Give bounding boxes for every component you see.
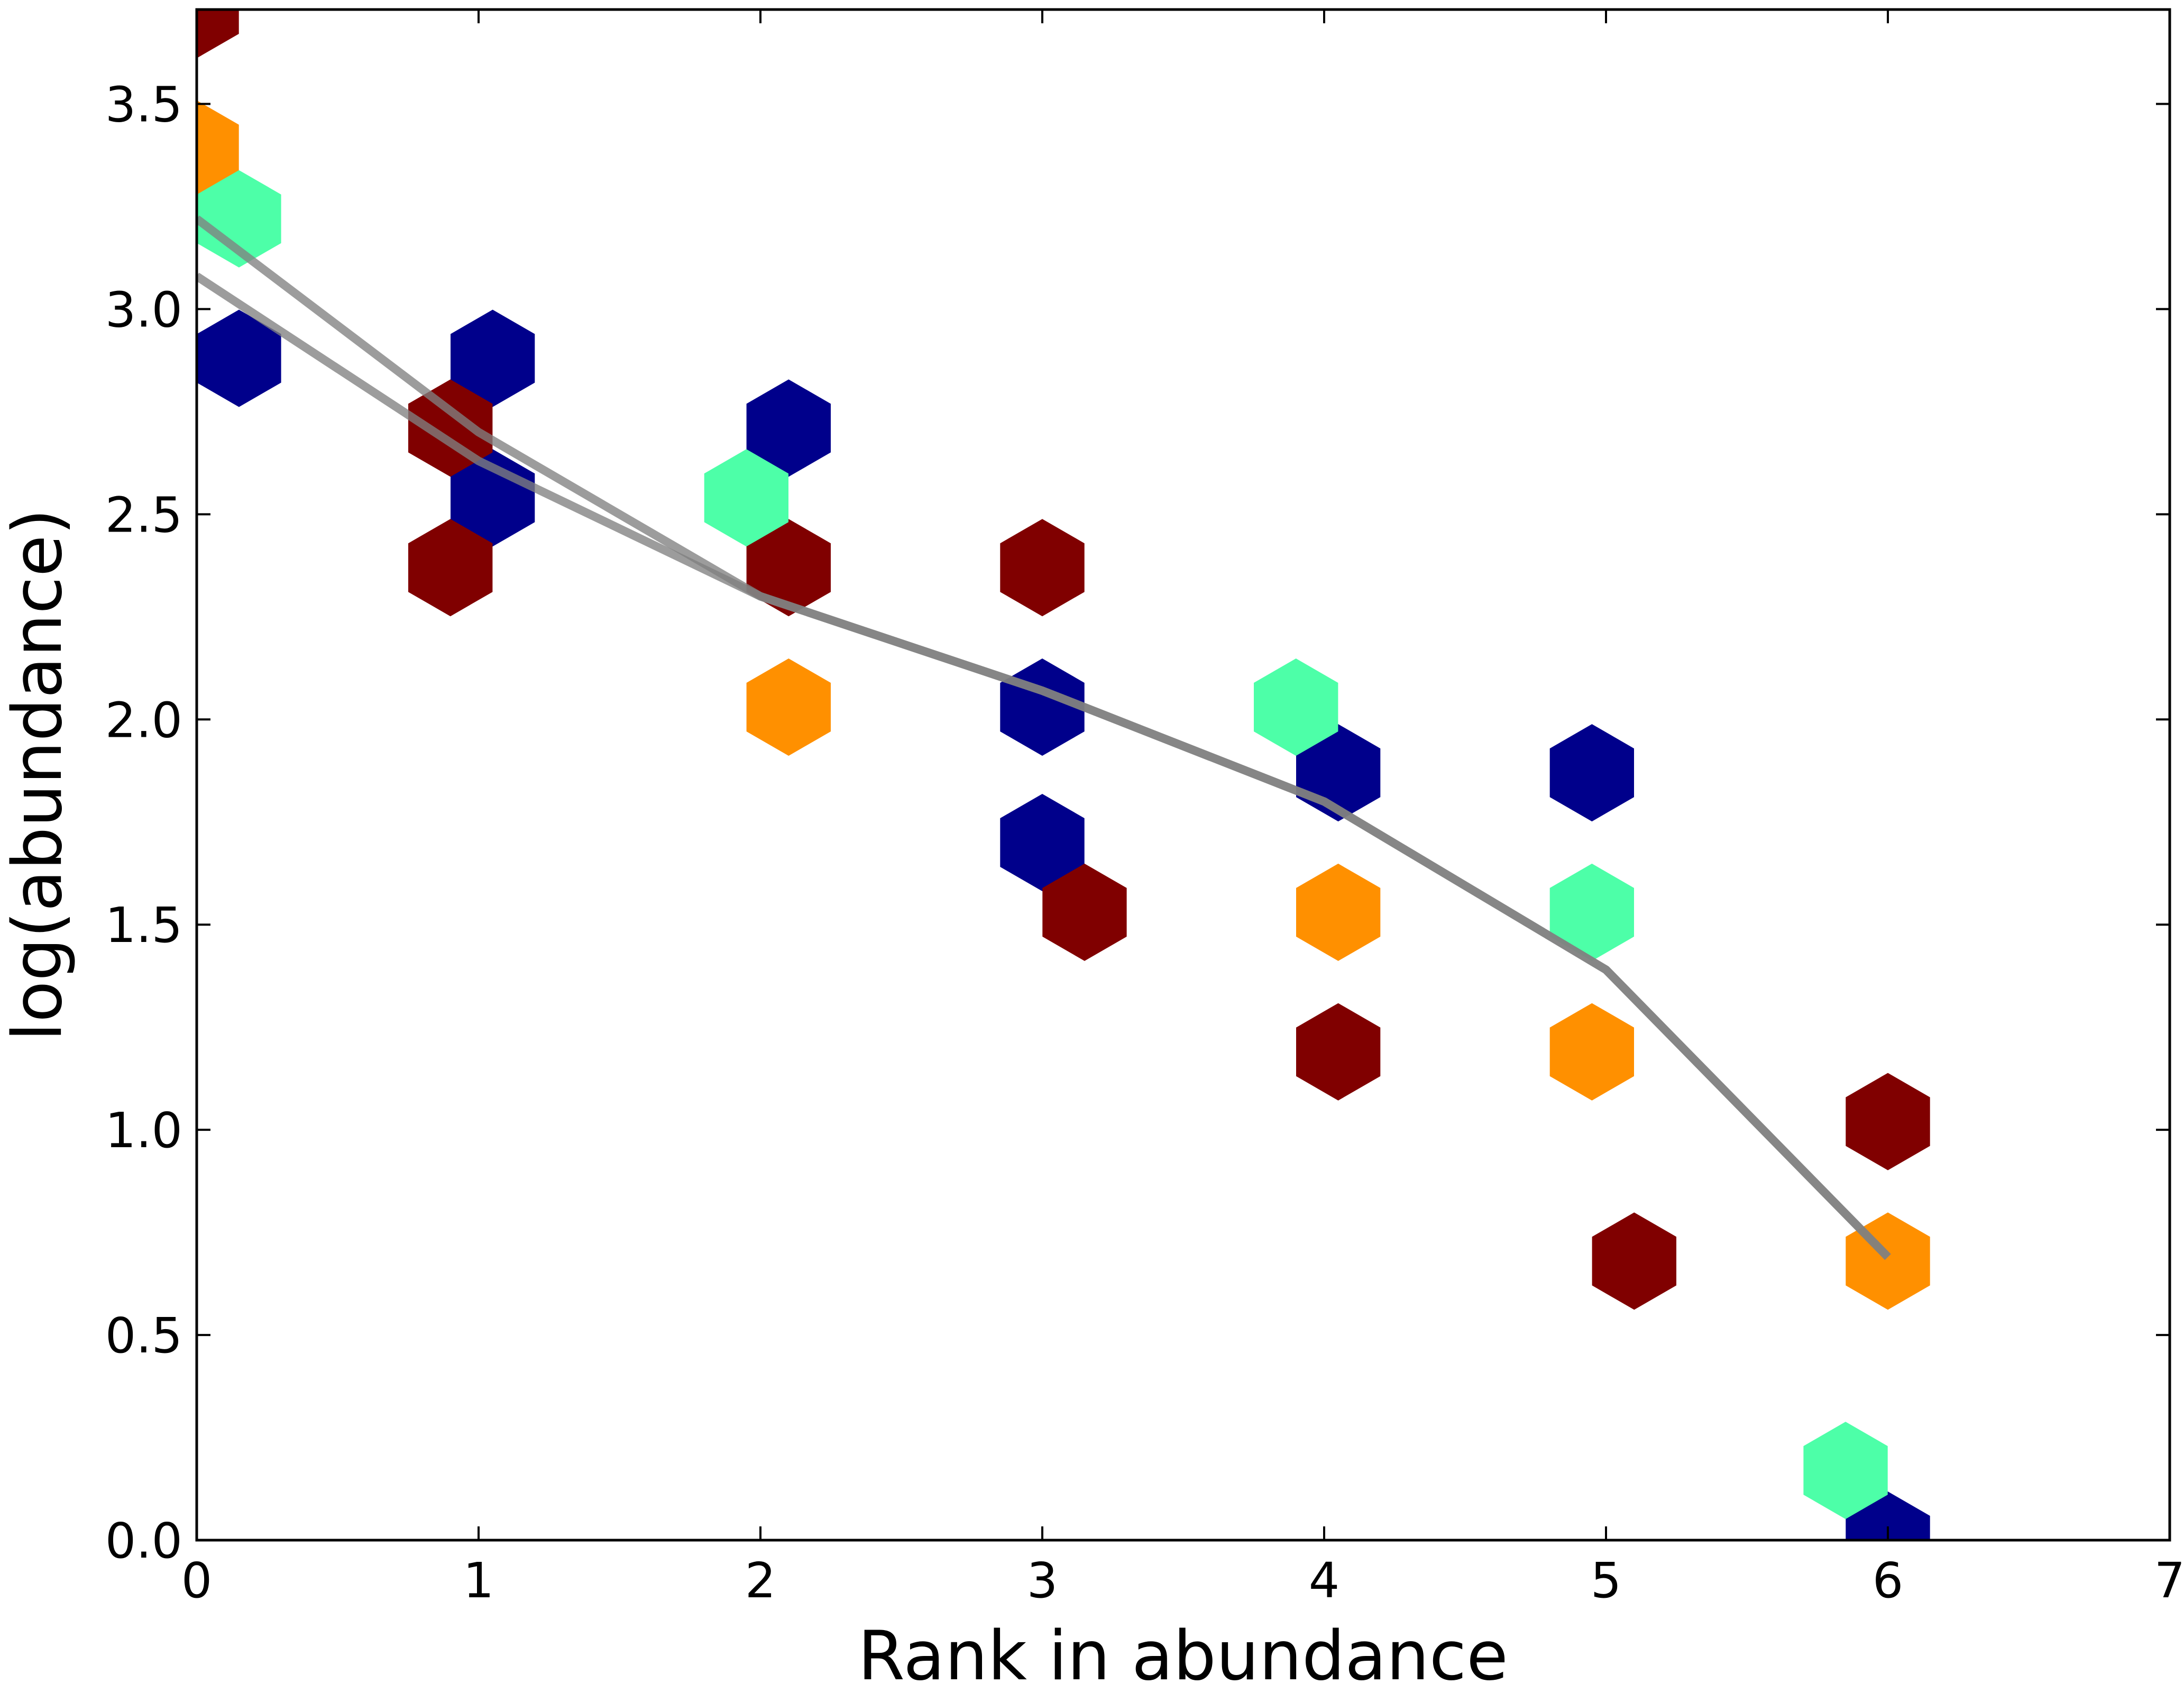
x-tick-label-5: 5 (1591, 1552, 1622, 1609)
hexagon-marker-s1-p6 (1296, 1003, 1381, 1101)
y-tick-label-1: 0.5 (105, 1307, 182, 1364)
hexagon-marker-s3-p4 (1803, 1422, 1888, 1520)
y-tick-label-5: 2.5 (105, 487, 182, 543)
hexagon-marker-s2-p2 (1296, 863, 1381, 961)
y-tick-label-7: 3.5 (105, 76, 182, 133)
marker-layer (197, 10, 1930, 1540)
y-tick-label-4: 2.0 (105, 692, 182, 748)
hexagon-marker-s0-p0 (197, 309, 281, 407)
y-tick-label-2: 1.0 (105, 1102, 182, 1159)
hexagon-marker-s3-p3 (1549, 863, 1634, 961)
x-tick-label-0: 0 (181, 1552, 213, 1609)
y-axis-label: log(abundance) (0, 509, 77, 1041)
hexagon-marker-s1-p0 (197, 10, 239, 58)
x-tick-label-1: 1 (463, 1552, 494, 1609)
x-tick-label-4: 4 (1309, 1552, 1340, 1609)
tick-layer: 0 1 2 3 4 5 6 7 0.0 0.5 1.0 1.5 2.0 2.5 3.0 3.5 (105, 10, 2184, 1609)
hexagon-marker-s1-p7 (1592, 1212, 1676, 1310)
hexagon-marker-s1-p4 (1000, 519, 1085, 617)
hexagon-marker-s2-p1 (746, 658, 831, 756)
plot-frame (195, 8, 2171, 1542)
x-tick-label-3: 3 (1027, 1552, 1058, 1609)
x-tick-label-2: 2 (745, 1552, 776, 1609)
x-tick-label-6: 6 (1873, 1552, 1904, 1609)
hexagon-marker-s3-p1 (704, 449, 788, 547)
line-layer (197, 215, 1891, 1260)
hexagon-marker-s1-p8 (1846, 1073, 1930, 1170)
hexagon-marker-s3-p2 (1254, 658, 1338, 756)
hexagon-marker-s3-p0 (197, 170, 281, 268)
hexagon-marker-s0-p3 (746, 379, 831, 477)
hexagon-marker-s1-p5 (1042, 863, 1127, 961)
y-tick-label-0: 0.0 (105, 1513, 182, 1569)
hexagon-marker-s1-p2 (408, 519, 493, 617)
trend-line-1 (197, 272, 1891, 1260)
y-tick-label-6: 3.0 (105, 281, 182, 338)
hexagon-marker-s2-p3 (1549, 1003, 1634, 1101)
hexagon-marker-s0-p7 (1549, 724, 1634, 822)
hexagon-marker-s0-p1 (451, 309, 535, 407)
hexagon-marker-s0-p8 (1846, 1491, 1930, 1540)
x-axis-label: Rank in abundance (858, 1617, 1508, 1696)
x-tick-label-7: 7 (2154, 1552, 2184, 1609)
y-tick-label-3: 1.5 (105, 897, 182, 954)
hexagon-marker-s0-p5 (1000, 794, 1085, 891)
hexagon-marker-s2-p0 (197, 100, 239, 198)
hexagon-marker-s1-p3 (746, 519, 831, 617)
